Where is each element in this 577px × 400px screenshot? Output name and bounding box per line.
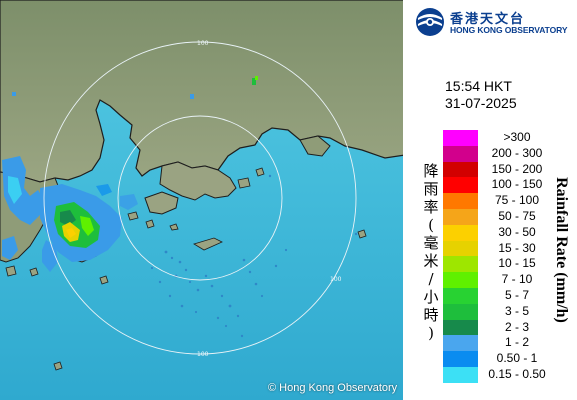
legend-title-cn: 降雨率(毫米 / 小時) xyxy=(421,162,441,342)
legend-title-en: Rainfall Rate (mm/h) xyxy=(553,177,570,323)
legend-label: 75 - 100 xyxy=(494,193,540,208)
legend-label: 3 - 5 xyxy=(504,303,529,318)
legend-title-cn-char: / xyxy=(428,270,434,288)
legend-swatch xyxy=(443,161,478,178)
hong-kong-land xyxy=(159,161,237,201)
legend-swatch xyxy=(443,208,478,225)
legend-swatch xyxy=(443,240,478,257)
legend-title-cn-char: 米 xyxy=(423,252,439,270)
mainland-land xyxy=(0,0,405,183)
legend-swatch xyxy=(443,351,478,367)
legend-label: 200 - 300 xyxy=(491,145,543,160)
legend-swatch xyxy=(443,287,478,304)
ring-label-north: 100 xyxy=(197,40,209,47)
legend-swatch xyxy=(443,145,478,162)
legend-swatch xyxy=(443,224,478,241)
rain-echoes xyxy=(2,156,138,272)
report-date: 31-07-2025 xyxy=(445,95,517,111)
ring-label-south: 100 xyxy=(197,351,209,358)
legend-label: 0.50 - 1 xyxy=(496,351,538,366)
legend-label: 15 - 30 xyxy=(498,240,536,255)
legend-label: 0.15 - 0.50 xyxy=(488,366,546,381)
legend-title-cn-char: 毫 xyxy=(423,234,439,252)
copyright-notice: © Hong Kong Observatory xyxy=(268,382,398,394)
legend-title-cn-char: 時 xyxy=(423,306,439,324)
legend-label: 150 - 200 xyxy=(491,161,543,176)
legend-label: 1 - 2 xyxy=(504,335,529,350)
legend-label: 5 - 7 xyxy=(504,287,529,302)
logo-text-cn: 香港天文台 xyxy=(450,12,526,27)
legend-title-cn-char: 降 xyxy=(423,162,439,180)
legend-title-en-wrap: Rainfall Rate (mm/h) xyxy=(549,130,573,370)
legend-swatch xyxy=(443,130,478,146)
legend-swatch xyxy=(443,335,478,352)
legend-label: 50 - 75 xyxy=(498,208,536,223)
legend-label: 100 - 150 xyxy=(491,177,543,192)
echo-specks xyxy=(150,174,358,338)
legend-label: 10 - 15 xyxy=(498,256,536,271)
legend-title-cn-char: 率 xyxy=(423,198,439,216)
report-time: 15:54 HKT xyxy=(445,78,512,94)
legend-swatch xyxy=(443,256,478,273)
hko-logo-icon xyxy=(416,8,444,36)
range-ring-labels: 100 100 100 xyxy=(197,40,342,358)
legend-swatch xyxy=(443,303,478,320)
legend-label: 30 - 50 xyxy=(498,224,536,239)
legend-title-cn-char: ) xyxy=(428,324,434,342)
logo-text-en: HONG KONG OBSERVATORY xyxy=(450,25,568,35)
land-echoes xyxy=(12,76,258,99)
range-rings xyxy=(43,41,357,355)
legend-title-cn-char: ( xyxy=(428,216,434,234)
legend-title-cn-char: 雨 xyxy=(423,180,439,198)
lantau-island xyxy=(144,191,179,215)
east-peninsula xyxy=(299,135,331,157)
map-panel-divider xyxy=(403,0,405,400)
legend-label: 2 - 3 xyxy=(504,319,529,334)
ring-label-southeast: 100 xyxy=(330,276,342,283)
legend-title-cn-char: 小 xyxy=(423,288,439,306)
legend-panel: 香港天文台 HONG KONG OBSERVATORY 15:54 HKT 31… xyxy=(405,0,577,400)
islands xyxy=(5,167,367,371)
radar-map: 100 100 100 xyxy=(0,0,405,400)
legend-swatch xyxy=(443,272,478,288)
legend-label: >300 xyxy=(503,130,531,144)
legend-swatch xyxy=(443,193,478,209)
legend-swatch xyxy=(443,366,478,383)
legend-label: 7 - 10 xyxy=(501,272,533,287)
legend-swatch xyxy=(443,177,478,194)
legend-swatch xyxy=(443,319,478,336)
